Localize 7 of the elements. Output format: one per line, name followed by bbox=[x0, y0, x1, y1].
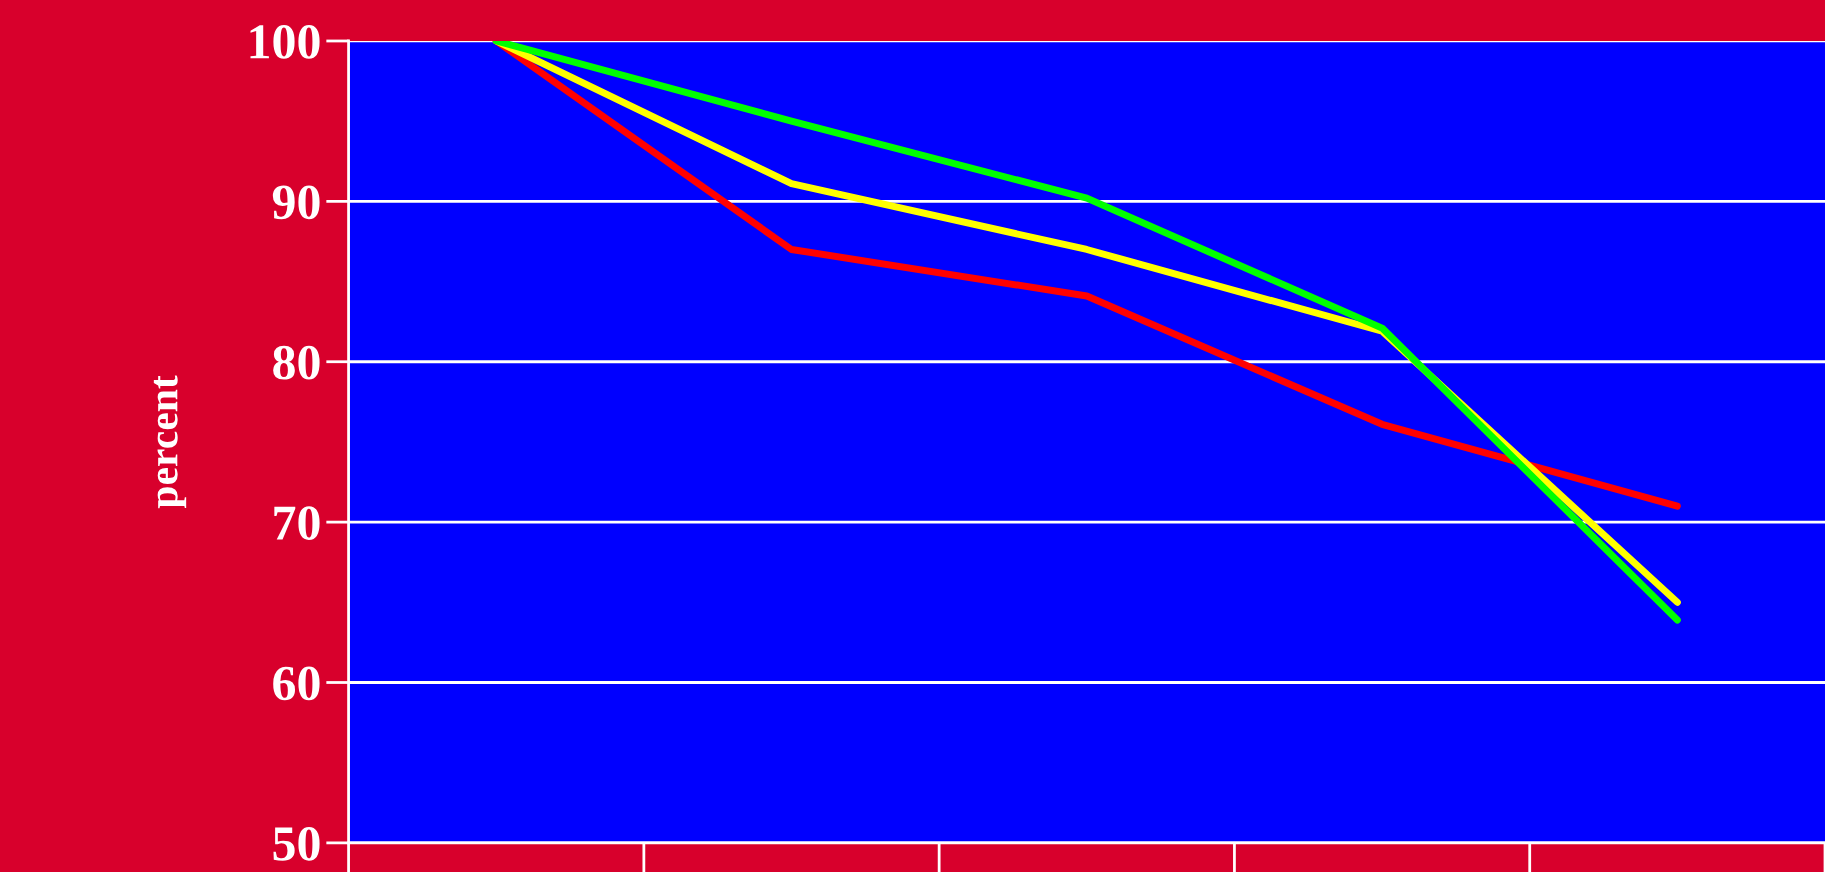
y-tick-label: 90 bbox=[272, 185, 320, 220]
y-tick-label: 50 bbox=[273, 826, 320, 861]
y-axis-title: percent bbox=[153, 375, 187, 509]
y-tick-label: 60 bbox=[273, 666, 320, 701]
y-tick-label: 100 bbox=[250, 25, 320, 59]
y-tick-label: 70 bbox=[274, 506, 320, 540]
y-tick-label: 80 bbox=[273, 345, 320, 380]
